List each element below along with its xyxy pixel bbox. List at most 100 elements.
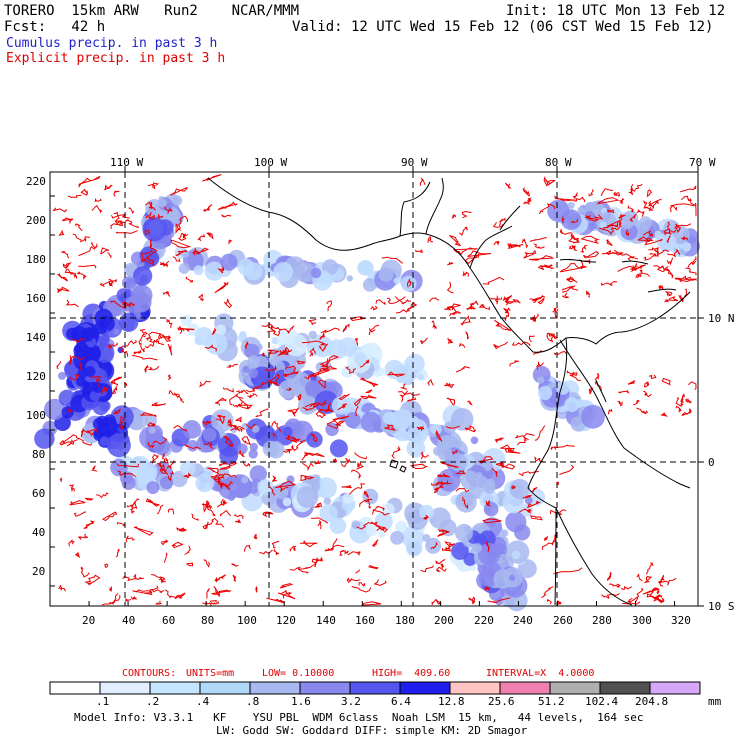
explicit-contour	[455, 470, 466, 475]
explicit-contour	[178, 234, 189, 241]
explicit-contour	[68, 355, 72, 366]
explicit-contour	[71, 338, 86, 343]
explicit-contour	[353, 398, 362, 407]
explicit-contour	[144, 331, 169, 341]
explicit-contour	[601, 592, 620, 599]
explicit-contour	[161, 453, 169, 464]
cumulus-cell	[148, 426, 156, 434]
explicit-contour	[52, 207, 68, 213]
explicit-contour	[512, 298, 520, 303]
explicit-contour	[460, 315, 471, 326]
explicit-contour	[58, 585, 67, 592]
legend-explicit: Explicit precip. in past 3 h	[6, 51, 226, 66]
explicit-contour	[139, 329, 148, 336]
explicit-contour	[109, 279, 118, 284]
explicit-contour	[84, 574, 101, 586]
explicit-contour	[534, 456, 544, 463]
y-label: 80	[32, 448, 46, 461]
cumulus-cell	[501, 594, 515, 607]
explicit-contour	[514, 433, 535, 439]
cumulus-cell	[472, 543, 483, 553]
explicit-contour	[269, 486, 276, 496]
explicit-contour	[291, 438, 301, 442]
cumulus-cell	[407, 423, 428, 445]
cumulus-cell	[524, 496, 533, 505]
explicit-contour	[675, 223, 681, 234]
explicit-contour	[198, 380, 211, 388]
explicit-contour	[296, 360, 306, 365]
explicit-contour	[386, 296, 406, 305]
explicit-contour	[599, 227, 615, 235]
explicit-contour	[532, 349, 542, 355]
explicit-contour	[416, 425, 425, 432]
explicit-contour	[243, 544, 252, 552]
explicit-contour	[245, 387, 256, 393]
explicit-contour	[663, 296, 679, 303]
y-label: 100	[26, 409, 46, 422]
explicit-contour	[529, 255, 555, 261]
contour-low: LOW= 0.10000	[262, 668, 335, 679]
explicit-contour	[67, 194, 82, 198]
explicit-contour	[420, 451, 429, 460]
explicit-contour	[166, 318, 173, 329]
explicit-contour	[544, 264, 554, 269]
explicit-contour	[649, 252, 657, 257]
explicit-contour	[607, 409, 613, 415]
explicit-contour	[96, 492, 109, 499]
explicit-contour	[504, 448, 521, 454]
colorbar-label: .8	[246, 695, 260, 708]
explicit-contour	[56, 286, 70, 294]
explicit-contour	[559, 228, 573, 235]
cumulus-cell	[132, 266, 153, 286]
x-label: 60	[162, 614, 176, 627]
cumulus-cell	[358, 260, 374, 276]
cumulus-cell	[84, 366, 96, 377]
explicit-contour	[666, 249, 680, 258]
cumulus-cell	[509, 478, 530, 500]
explicit-contour	[318, 343, 328, 352]
explicit-contour	[574, 196, 586, 203]
explicit-contour	[239, 397, 250, 409]
cumulus-precip-layer	[34, 193, 700, 612]
explicit-contour	[289, 564, 315, 571]
cumulus-cell	[44, 398, 66, 420]
explicit-contour	[149, 239, 153, 249]
explicit-contour	[523, 249, 537, 259]
explicit-contour	[375, 299, 386, 306]
explicit-contour	[606, 209, 615, 214]
cumulus-cell	[179, 460, 196, 477]
cumulus-cell	[246, 481, 260, 494]
explicit-contour	[301, 452, 309, 461]
explicit-contour	[157, 213, 164, 220]
explicit-contour	[446, 397, 456, 406]
y-label: 120	[26, 370, 46, 383]
explicit-contour	[211, 327, 217, 335]
x-label: 140	[316, 614, 336, 627]
explicit-contour	[554, 195, 576, 202]
cumulus-cell	[34, 428, 55, 449]
explicit-contour	[419, 337, 429, 345]
explicit-contour	[144, 365, 150, 373]
explicit-contour	[326, 538, 338, 551]
explicit-contour	[58, 229, 65, 236]
cumulus-cell	[195, 473, 215, 493]
explicit-contour	[529, 515, 543, 521]
explicit-contour	[447, 338, 454, 345]
explicit-contour	[566, 370, 578, 377]
explicit-contour	[484, 585, 491, 592]
explicit-contour	[147, 337, 165, 346]
explicit-contour	[70, 355, 86, 362]
explicit-contour	[458, 342, 466, 348]
explicit-contour	[351, 469, 362, 480]
cumulus-cell	[589, 221, 598, 230]
contour-interval: INTERVAL=X 4.0000	[486, 668, 595, 679]
explicit-contour	[396, 308, 410, 314]
explicit-contour	[113, 190, 120, 197]
explicit-contour	[553, 567, 583, 575]
cumulus-cell	[215, 324, 227, 336]
explicit-contour	[145, 211, 152, 219]
explicit-contour	[317, 519, 322, 530]
explicit-contour	[431, 482, 452, 486]
explicit-contour	[568, 244, 578, 252]
